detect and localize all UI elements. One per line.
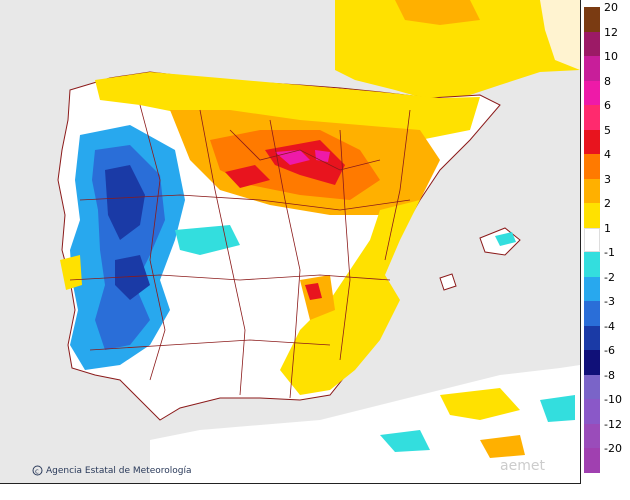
france-warm-patch — [395, 0, 480, 25]
legend-swatch — [584, 56, 600, 81]
temperature-anomaly-map: aemet — [0, 0, 581, 484]
africa-cool-patch-a — [380, 430, 430, 452]
legend-swatch — [584, 105, 600, 130]
color-legend: 20 12 10 8 6 5 4 3 2 1 -1 -2 -3 -4 -6 -8 -10 -12 -20 — [584, 2, 630, 477]
east-warm-band — [280, 200, 420, 395]
svg-text:c: c — [35, 468, 39, 476]
cold-spot-north — [105, 165, 145, 240]
legend-swatch — [584, 31, 600, 56]
hot-spot-max-b — [315, 150, 330, 162]
legend-tick-label: 20 — [604, 1, 618, 14]
legend-tick-label: -8 — [604, 368, 615, 382]
legend-swatch — [584, 276, 600, 301]
africa-cool-patch-b — [540, 395, 575, 422]
mallorca-cool-patch — [495, 232, 516, 246]
portugal-coast-warm — [60, 255, 82, 290]
credit-text: Agencia Estatal de Meteorología — [46, 466, 192, 476]
legend-tick-label: -1 — [604, 246, 615, 259]
africa-warm-patch — [440, 388, 520, 420]
legend-swatch — [584, 325, 600, 350]
legend-tick-label: 8 — [604, 74, 611, 88]
legend-tick-label: -6 — [604, 344, 615, 357]
legend-swatch — [584, 227, 600, 252]
legend-swatch — [584, 203, 600, 228]
france-land — [335, 0, 580, 100]
legend-tick-label: 10 — [604, 50, 618, 63]
legend-tick-label: -3 — [604, 295, 615, 308]
legend-swatch — [584, 154, 600, 179]
province-borders — [69, 104, 411, 399]
legend-swatch — [584, 252, 600, 277]
cold-spot-south — [115, 255, 150, 300]
legend-swatch — [584, 129, 600, 154]
africa-warm-spot — [480, 435, 525, 458]
legend-swatch — [584, 448, 600, 473]
legend-swatch — [584, 423, 600, 448]
legend-swatch — [584, 80, 600, 105]
legend-tick-label: 4 — [604, 148, 611, 161]
legend-swatch — [584, 374, 600, 399]
copyright-icon: c — [32, 465, 43, 476]
legend-tick-label: 6 — [604, 99, 611, 112]
legend-swatch — [584, 350, 600, 375]
legend-tick-label: -10 — [604, 393, 622, 406]
ibiza — [439, 273, 457, 291]
southeast-hot-spot — [305, 283, 322, 300]
legend-swatch — [584, 178, 600, 203]
legend-swatch — [584, 399, 600, 424]
legend-tick-label: 3 — [604, 172, 611, 186]
legend-swatch — [584, 301, 600, 326]
aemet-watermark: aemet — [500, 458, 545, 474]
legend-tick-label: 12 — [604, 25, 618, 39]
legend-tick-label: -20 — [604, 442, 622, 455]
map-canvas: aemet — [0, 0, 580, 483]
france-east-land — [540, 0, 580, 70]
north-warm-band — [95, 72, 480, 140]
legend-tick-label: -2 — [604, 270, 615, 284]
hot-spot-west — [225, 165, 270, 188]
legend-tick-label: -4 — [604, 319, 615, 333]
legend-tick-label: 5 — [604, 123, 611, 137]
legend-tick-label: 2 — [604, 197, 611, 210]
legend-tick-label: -12 — [604, 417, 622, 431]
legend-tick-label: 1 — [604, 221, 611, 235]
legend-swatch — [584, 7, 600, 32]
